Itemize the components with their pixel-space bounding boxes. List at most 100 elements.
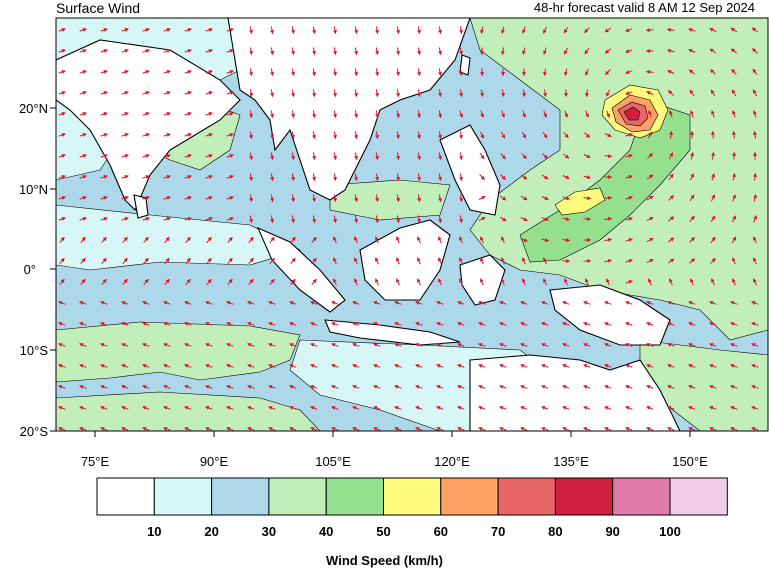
wind-arrow (184, 427, 192, 431)
wind-arrow (226, 301, 234, 305)
wind-arrow (79, 70, 87, 74)
wind-arrow (730, 343, 738, 347)
wind-arrow (205, 70, 213, 74)
wind-arrow (163, 301, 171, 305)
wind-arrow (249, 47, 254, 56)
wind-arrow (541, 322, 549, 326)
landmass-australia (469, 354, 681, 431)
wind-arrow (667, 301, 675, 305)
wind-arrow (100, 112, 108, 116)
wind-arrow (751, 301, 759, 305)
wind-arrow (562, 385, 570, 389)
wind-arrow (142, 364, 150, 368)
wind-arrow (290, 278, 296, 286)
wind-arrow (249, 89, 254, 98)
wind-arrow (688, 364, 696, 368)
wind-arrow (142, 217, 150, 221)
wind-arrow (689, 258, 696, 264)
wind-arrow (584, 47, 590, 55)
wind-arrow (690, 110, 694, 118)
wind-arrow (100, 196, 108, 200)
wind-arrow (646, 195, 654, 201)
wind-arrow (520, 238, 528, 242)
wind-arrow (163, 427, 171, 431)
wind-arrow (205, 364, 213, 368)
wind-arrow (121, 322, 129, 326)
lat-label-10s: 10°S (20, 343, 49, 358)
wind-arrow (142, 28, 150, 32)
wind-arrow (688, 49, 696, 53)
wind-arrow (562, 343, 570, 347)
wind-arrow (226, 112, 234, 116)
wind-arrow (436, 322, 444, 326)
wind-arrow (543, 257, 547, 265)
wind-arrow (268, 301, 276, 305)
wind-arrow (667, 216, 675, 222)
wind-arrow (730, 427, 738, 431)
wind-arrow (270, 68, 275, 77)
wind-arrow (331, 406, 339, 410)
wind-arrow (478, 406, 486, 410)
wind-arrow (375, 68, 380, 77)
wind-arrow (606, 89, 610, 97)
wind-arrow (501, 26, 505, 35)
wind-arrow (417, 26, 422, 35)
wind-arrow (121, 385, 129, 389)
wind-arrow (753, 236, 757, 244)
wind-arrow (730, 406, 738, 410)
wind-arrow (249, 26, 254, 35)
wind-arrow (312, 68, 317, 77)
wind-arrow (291, 26, 296, 35)
wind-arrow (541, 385, 549, 389)
wind-arrow (541, 301, 549, 305)
wind-arrow (457, 427, 465, 431)
wind-arrow (480, 110, 484, 118)
wind-arrow (436, 301, 444, 305)
wind-arrow (584, 132, 590, 138)
wind-arrow (121, 364, 129, 368)
wind-arrow (668, 90, 674, 96)
wind-arrow (121, 343, 129, 347)
wind-arrow (583, 301, 591, 305)
legend-swatch (440, 477, 499, 516)
wind-arrow (604, 195, 613, 200)
wind-arrow (542, 68, 547, 77)
wind-arrow (604, 133, 612, 137)
wind-arrow (375, 257, 379, 265)
wind-arrow (752, 130, 757, 139)
wind-arrow (479, 152, 485, 160)
wind-arrow (499, 343, 507, 347)
wind-arrow (249, 131, 254, 140)
wind-arrow (333, 131, 338, 140)
wind-arrow (604, 237, 613, 242)
wind-arrow (751, 343, 759, 347)
wind-arrow (226, 154, 234, 158)
wind-arrow (291, 215, 296, 224)
wind-arrow (647, 131, 653, 139)
wind-arrow (100, 364, 108, 368)
longitude-labels: 75°E 90°E 105°E 120°E 135°E 150°E (81, 454, 708, 469)
wind-arrow (121, 70, 129, 74)
wind-arrow (415, 406, 423, 410)
wind-arrow (226, 175, 234, 179)
wind-arrow (184, 70, 192, 74)
wind-arrow (459, 47, 464, 56)
wind-arrow (268, 385, 276, 389)
wind-arrow (438, 89, 443, 98)
wind-arrow (268, 364, 276, 368)
wind-arrow (333, 215, 338, 224)
wind-arrow (396, 257, 400, 265)
wind-arrow (58, 112, 66, 116)
wind-arrow (291, 110, 296, 119)
wind-arrow (562, 196, 570, 200)
wind-arrow (562, 427, 570, 431)
wind-arrow (247, 301, 255, 305)
wind-arrow (100, 28, 108, 32)
wind-arrow (79, 364, 87, 368)
wind-arrow (646, 322, 654, 326)
wind-arrow (248, 278, 254, 286)
wind-arrow (163, 364, 171, 368)
wind-arrow (121, 154, 129, 158)
wind-arrow (227, 278, 233, 286)
wind-arrow (122, 257, 128, 265)
